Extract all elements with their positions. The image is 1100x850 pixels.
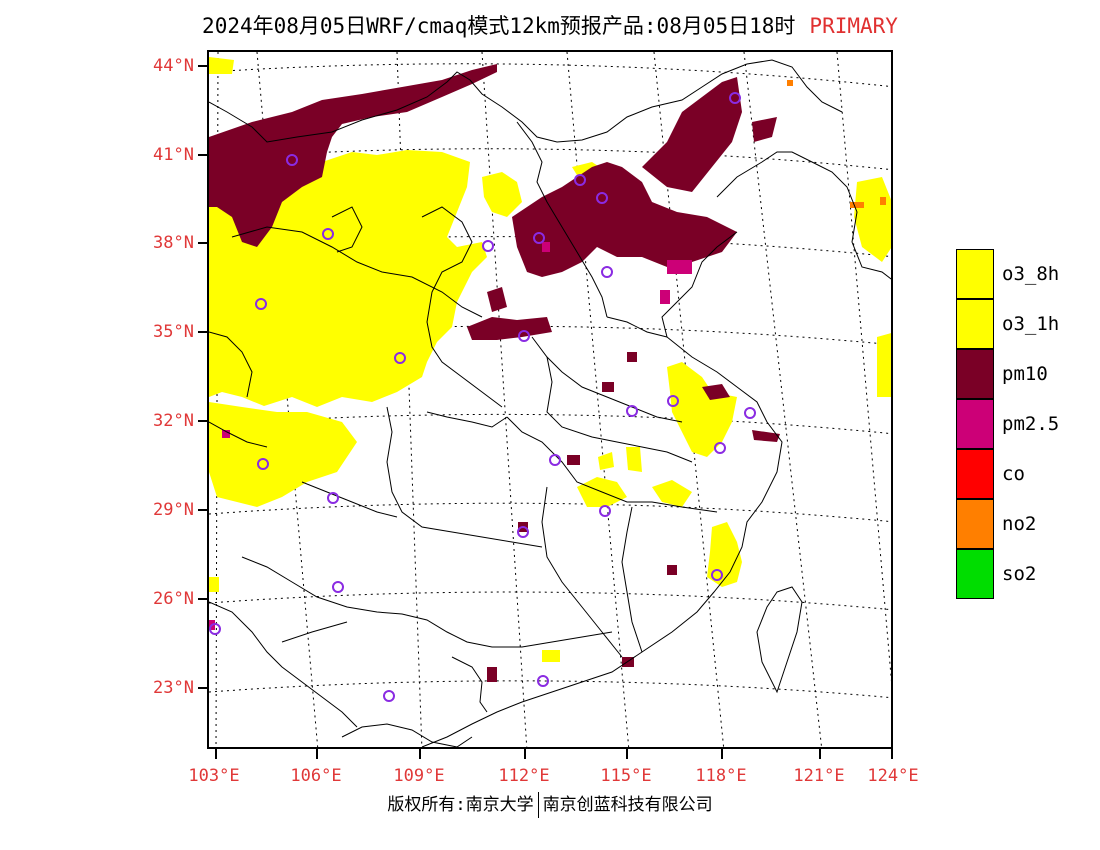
map-title-main: 2024年08月05日WRF/cmaq模式12km预报产品:08月05日18时 bbox=[202, 14, 796, 38]
lat-tick bbox=[198, 154, 207, 156]
lat-tick bbox=[198, 331, 207, 333]
lat-label-38: 38°N bbox=[153, 233, 194, 253]
lat-tick bbox=[198, 509, 207, 511]
circle-icon bbox=[549, 454, 561, 466]
lon-label-121: 121°E bbox=[793, 766, 845, 786]
copyright-footer: 版权所有:南京大学 南京创蓝科技有限公司 bbox=[0, 790, 1100, 818]
lat-label-32: 32°N bbox=[153, 411, 194, 431]
lon-label-103: 103°E bbox=[188, 766, 240, 786]
circle-icon bbox=[714, 442, 726, 454]
lon-label-115: 115°E bbox=[600, 766, 652, 786]
lat-label-23: 23°N bbox=[153, 678, 194, 698]
map-panel bbox=[207, 50, 893, 749]
legend-swatch bbox=[956, 549, 994, 599]
circle-icon bbox=[383, 690, 395, 702]
lat-label-44: 44°N bbox=[153, 56, 194, 76]
lon-label-109: 109°E bbox=[393, 766, 445, 786]
lon-tick bbox=[721, 749, 723, 759]
lat-label-41: 41°N bbox=[153, 145, 194, 165]
boundaries bbox=[209, 59, 891, 747]
map-canvas bbox=[209, 52, 891, 747]
lon-tick bbox=[316, 749, 318, 759]
lat-tick bbox=[198, 65, 207, 67]
lon-label-106: 106°E bbox=[290, 766, 342, 786]
copyright-left: 版权所有:南京大学 bbox=[387, 795, 534, 815]
circle-icon bbox=[574, 174, 586, 186]
legend-label: co bbox=[1002, 463, 1025, 485]
station-markers bbox=[209, 92, 756, 702]
legend-item-pm25: pm2.5 bbox=[956, 399, 1096, 449]
circle-icon bbox=[518, 330, 530, 342]
no2-area bbox=[787, 80, 886, 208]
legend-item-o3-1h: o3_1h bbox=[956, 299, 1096, 349]
legend-item-o3-8h: o3_8h bbox=[956, 249, 1096, 299]
lon-tick bbox=[524, 749, 526, 759]
legend: o3_8h o3_1h pm10 pm2.5 co no2 so2 bbox=[956, 249, 1096, 599]
circle-icon bbox=[209, 623, 221, 635]
circle-icon bbox=[744, 407, 756, 419]
primary-tag: PRIMARY bbox=[809, 14, 898, 38]
lon-tick bbox=[419, 749, 421, 759]
legend-label: o3_1h bbox=[1002, 313, 1060, 335]
circle-icon bbox=[322, 228, 334, 240]
legend-swatch bbox=[956, 399, 994, 449]
legend-label: pm2.5 bbox=[1002, 413, 1060, 435]
lat-label-35: 35°N bbox=[153, 322, 194, 342]
circle-icon bbox=[601, 266, 613, 278]
lat-tick bbox=[198, 598, 207, 600]
legend-swatch bbox=[956, 449, 994, 499]
circle-icon bbox=[599, 505, 611, 517]
circle-icon bbox=[286, 154, 298, 166]
lat-label-26: 26°N bbox=[153, 589, 194, 609]
legend-label: so2 bbox=[1002, 563, 1037, 585]
circle-icon bbox=[667, 395, 679, 407]
circle-icon bbox=[255, 298, 267, 310]
circle-icon bbox=[332, 581, 344, 593]
lon-tick bbox=[819, 749, 821, 759]
lat-tick bbox=[198, 420, 207, 422]
legend-label: o3_8h bbox=[1002, 263, 1060, 285]
circle-icon bbox=[537, 675, 549, 687]
circle-icon bbox=[711, 569, 723, 581]
circle-icon bbox=[327, 492, 339, 504]
pm25-area bbox=[209, 242, 692, 630]
lon-label-112: 112°E bbox=[498, 766, 550, 786]
circle-icon bbox=[626, 405, 638, 417]
circle-icon bbox=[482, 240, 494, 252]
lon-label-124: 124°E bbox=[867, 766, 919, 786]
circle-icon bbox=[596, 192, 608, 204]
lat-tick bbox=[198, 242, 207, 244]
legend-item-pm10: pm10 bbox=[956, 349, 1096, 399]
lat-tick bbox=[198, 687, 207, 689]
ozone-area bbox=[209, 57, 891, 662]
lon-tick bbox=[215, 749, 217, 759]
lat-label-29: 29°N bbox=[153, 500, 194, 520]
legend-swatch bbox=[956, 499, 994, 549]
lon-label-118: 118°E bbox=[695, 766, 747, 786]
legend-item-co: co bbox=[956, 449, 1096, 499]
pm10-area bbox=[209, 64, 780, 682]
circle-icon bbox=[394, 352, 406, 364]
circle-icon bbox=[729, 92, 741, 104]
legend-swatch bbox=[956, 249, 994, 299]
legend-item-so2: so2 bbox=[956, 549, 1096, 599]
circle-icon bbox=[533, 232, 545, 244]
legend-item-no2: no2 bbox=[956, 499, 1096, 549]
lon-tick bbox=[891, 749, 893, 759]
legend-swatch bbox=[956, 349, 994, 399]
legend-label: pm10 bbox=[1002, 363, 1048, 385]
circle-icon bbox=[257, 458, 269, 470]
legend-swatch bbox=[956, 299, 994, 349]
copyright-right: 南京创蓝科技有限公司 bbox=[542, 795, 713, 815]
footer-divider bbox=[537, 792, 539, 818]
lon-tick bbox=[626, 749, 628, 759]
map-title: 2024年08月05日WRF/cmaq模式12km预报产品:08月05日18时 P… bbox=[0, 10, 1100, 40]
circle-icon bbox=[517, 526, 529, 538]
legend-label: no2 bbox=[1002, 513, 1037, 535]
